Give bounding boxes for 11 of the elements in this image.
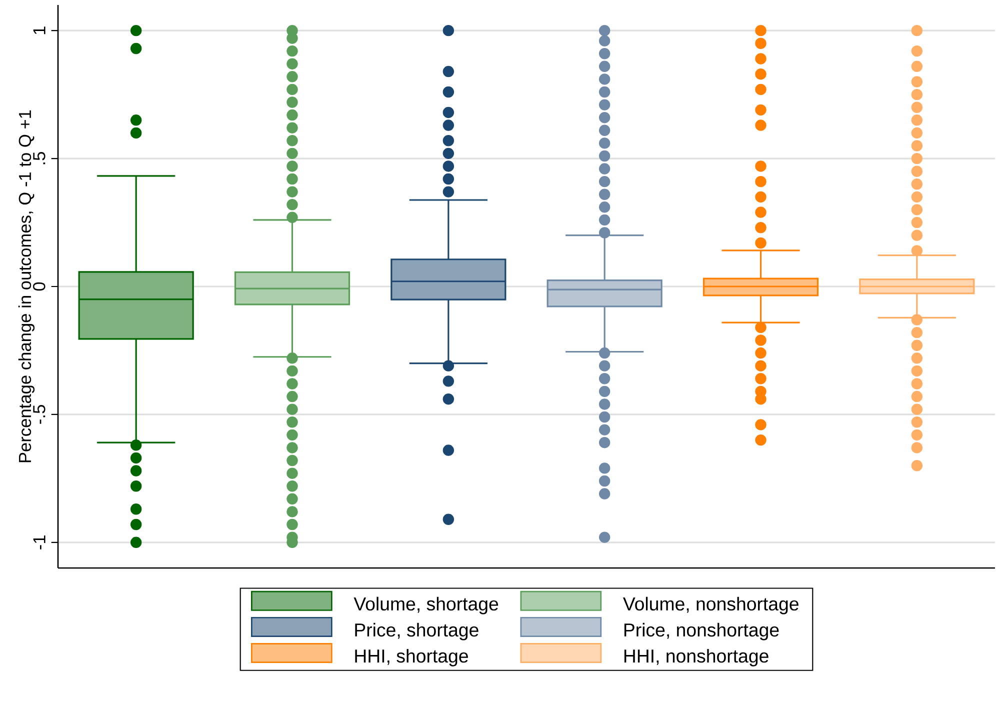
legend-label: HHI, shortage [355,648,468,666]
legend-label: Price, nonshortage [624,622,779,640]
y-tick-label: -1 [33,536,46,550]
y-tick-label: -.5 [33,405,46,424]
legend-label: Volume, nonshortage [622,596,798,614]
y-tick-label: .5 [33,152,46,164]
legend-label: Volume, shortage [354,596,498,614]
legend-label: Price, shortage [355,622,478,640]
y-tick-label: 1 [33,26,46,34]
y-tick-label: 0 [33,282,46,291]
legend-label: HHI, nonshortage [624,648,768,666]
